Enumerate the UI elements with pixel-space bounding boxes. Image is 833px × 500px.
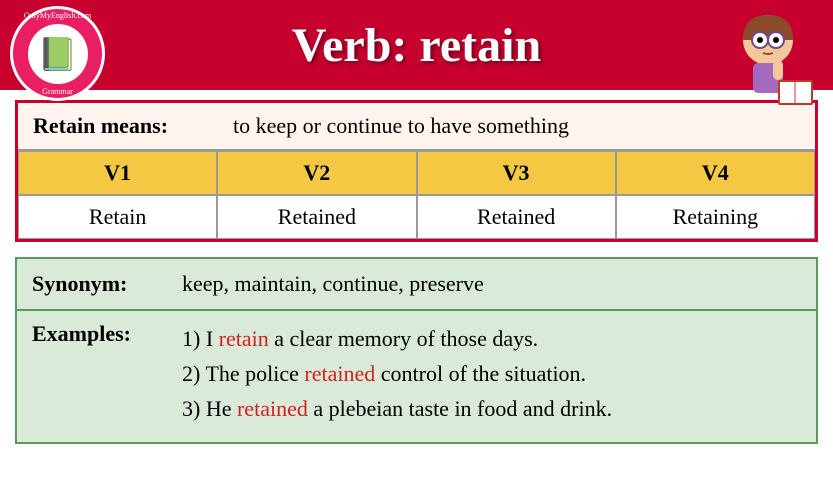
form-value-v2: Retained — [217, 195, 416, 239]
example-number: 3) — [182, 396, 200, 421]
examples-row: Examples: 1) I retain a clear memory of … — [17, 311, 816, 442]
form-header-v4: V4 — [616, 151, 815, 195]
form-value-v1: Retain — [18, 195, 217, 239]
meaning-label: Retain means: — [33, 113, 233, 139]
meaning-row: Retain means: to keep or continue to hav… — [18, 103, 815, 149]
logo-category: Grammar — [42, 87, 73, 96]
example-highlight: retained — [237, 396, 308, 421]
example-pre: I — [206, 326, 219, 351]
book-icon: 📗 — [28, 24, 88, 84]
form-header-v3: V3 — [417, 151, 616, 195]
example-number: 1) — [182, 326, 200, 351]
logo-site-name: OnlyMyEnglish.com — [24, 11, 91, 20]
title-prefix: Verb: — [292, 19, 420, 72]
meaning-section: Retain means: to keep or continue to hav… — [15, 100, 818, 242]
form-value-v3: Retained — [417, 195, 616, 239]
title-word: retain — [419, 19, 541, 72]
example-post: a clear memory of those days. — [269, 326, 538, 351]
form-header-v2: V2 — [217, 151, 416, 195]
form-header-v1: V1 — [18, 151, 217, 195]
example-highlight: retained — [304, 361, 375, 386]
synonym-label: Synonym: — [32, 271, 182, 297]
meaning-text: to keep or continue to have something — [233, 113, 800, 139]
example-item: 2) The police retained control of the si… — [182, 356, 801, 391]
examples-list: 1) I retain a clear memory of those days… — [182, 321, 801, 427]
thinking-character-icon — [718, 5, 818, 115]
example-item: 3) He retained a plebeian taste in food … — [182, 391, 801, 426]
synonym-text: keep, maintain, continue, preserve — [182, 271, 484, 297]
example-highlight: retain — [219, 326, 269, 351]
example-post: control of the situation. — [375, 361, 586, 386]
mascot-character — [718, 5, 818, 115]
example-post: a plebeian taste in food and drink. — [308, 396, 612, 421]
synonym-row: Synonym: keep, maintain, continue, prese… — [17, 259, 816, 311]
examples-label: Examples: — [32, 321, 182, 427]
header-banner: Verb: retain — [0, 0, 833, 90]
examples-section: Synonym: keep, maintain, continue, prese… — [15, 257, 818, 444]
example-number: 2) — [182, 361, 200, 386]
page-title: Verb: retain — [292, 18, 541, 73]
example-pre: He — [206, 396, 237, 421]
example-pre: The police — [205, 361, 304, 386]
logo-outer-ring: OnlyMyEnglish.com 📗 Grammar — [10, 6, 105, 101]
verb-forms-table: V1 V2 V3 V4 Retain Retained Retained Ret… — [18, 149, 815, 239]
site-logo: OnlyMyEnglish.com 📗 Grammar — [10, 6, 105, 101]
example-item: 1) I retain a clear memory of those days… — [182, 321, 801, 356]
form-value-v4: Retaining — [616, 195, 815, 239]
